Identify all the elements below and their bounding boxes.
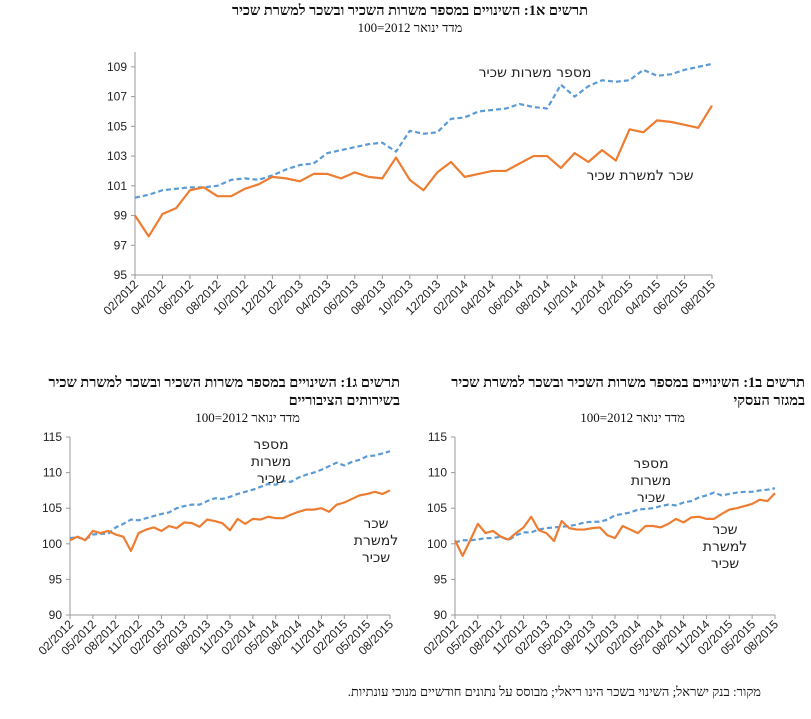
y-tick-label: 107 [107, 90, 127, 104]
chart-title: תרשים ג1: השינויים במספר משרות השכיר ובש… [48, 375, 401, 409]
series-line [454, 487, 776, 544]
y-tick-label: 100 [427, 537, 447, 551]
y-tick-label: 100 [42, 537, 62, 551]
series-label: שכר למשרת שכיר [586, 168, 694, 184]
y-tick-label: 105 [42, 501, 62, 515]
source-note: מקור: בנק ישראל; השינוי בשכר הינו ריאלי;… [347, 684, 761, 699]
y-tick-label: 90 [434, 608, 448, 622]
y-tick-label: 105 [427, 501, 447, 515]
y-tick-label: 115 [43, 430, 62, 444]
y-tick-label: 95 [434, 572, 448, 586]
y-tick-label: 115 [428, 430, 447, 444]
chart-subtitle: מדד ינואר 2012=100 [195, 410, 300, 425]
y-tick-label: 99 [114, 209, 128, 223]
series-line [69, 489, 391, 553]
chart-subtitle: מדד ינואר 2012=100 [580, 410, 685, 425]
y-tick-label: 110 [428, 466, 447, 480]
series-label: מספר משרות שכיר [478, 65, 592, 81]
series-label: שכר למשרת שכיר [702, 522, 748, 572]
chart-title: תרשים ב1: השינויים במספר משרות השכיר ובש… [451, 375, 805, 409]
y-tick-label: 101 [107, 179, 127, 193]
series-label: מספר משרות שכיר [630, 456, 672, 506]
series-label: שכר למשרת שכיר [353, 516, 399, 566]
y-tick-label: 97 [114, 238, 128, 252]
y-tick-label: 90 [49, 608, 63, 622]
chart-subtitle: מדד ינואר 2012=100 [357, 20, 463, 35]
y-tick-label: 110 [43, 466, 62, 480]
y-tick-label: 105 [107, 119, 127, 133]
series-line [134, 104, 713, 238]
series-label: מספר משרות שכיר [250, 437, 292, 487]
series-line [454, 492, 776, 557]
y-tick-label: 109 [107, 60, 127, 74]
y-tick-label: 95 [114, 268, 128, 282]
chart-title: תרשים א1: השינויים במספר משרות השכיר ובש… [231, 3, 589, 19]
series-line [69, 450, 391, 541]
y-tick-label: 103 [107, 149, 127, 163]
series-line [134, 62, 713, 199]
y-tick-label: 95 [49, 572, 63, 586]
